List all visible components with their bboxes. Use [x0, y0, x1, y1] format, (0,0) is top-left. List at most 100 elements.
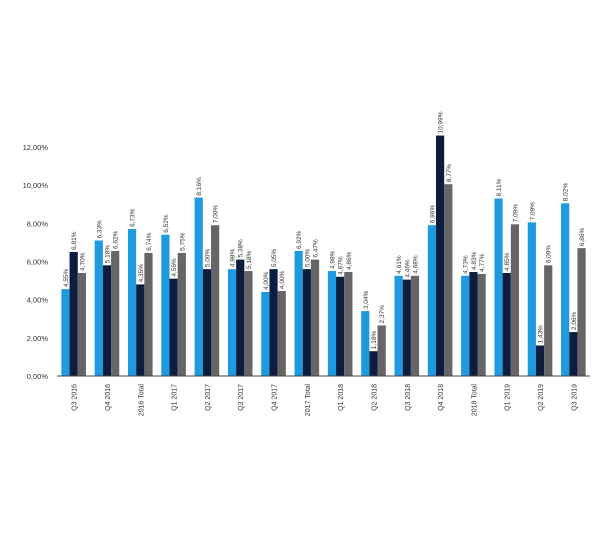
- bar: [444, 184, 453, 376]
- data-label: 8,77%: [446, 164, 453, 183]
- data-label: 6,62%: [113, 230, 120, 249]
- y-tick-label: 2,00%: [27, 334, 49, 343]
- bar: [336, 276, 345, 376]
- data-label: 6,81%: [71, 231, 78, 250]
- data-label: 4,86%: [346, 251, 353, 270]
- bar: [461, 275, 470, 376]
- data-label: 4,77%: [479, 253, 486, 272]
- bar: [302, 269, 311, 376]
- bar: [136, 284, 145, 376]
- data-label: 8,16%: [196, 177, 203, 196]
- bar: [394, 275, 403, 376]
- data-label: 4,35%: [138, 264, 145, 283]
- bar: [144, 252, 153, 376]
- data-label: 8,11%: [496, 178, 503, 196]
- bar: [77, 272, 86, 376]
- data-label: 5,05%: [271, 248, 278, 267]
- data-label: 2,37%: [379, 305, 386, 324]
- bar: [569, 332, 578, 376]
- data-label: 5,38%: [238, 239, 245, 258]
- data-label: 4,85%: [504, 252, 511, 271]
- bar: [427, 225, 436, 376]
- data-label: 4,73%: [463, 255, 470, 274]
- x-tick-label: Q2 2017: [205, 384, 212, 411]
- data-label: 4,00%: [279, 270, 286, 289]
- bar: [327, 271, 337, 376]
- data-label: 6,09%: [546, 245, 553, 264]
- data-label: 4,68%: [412, 255, 419, 274]
- bar: [261, 292, 270, 376]
- data-label: 6,96%: [429, 205, 436, 224]
- data-label: 6,47%: [313, 239, 320, 258]
- y-axis: 0,00% 2,00% 4,00% 6,00% 8,00% 10,00% 12,00%: [23, 143, 49, 381]
- data-label: 7,09%: [512, 204, 519, 223]
- bars-group: [61, 135, 586, 376]
- value-labels-group: 4,55%6,81%4,70%6,33%5,18%6,62%6,73%4,35%…: [63, 111, 586, 349]
- bar: [61, 289, 70, 376]
- bar: [169, 278, 178, 376]
- x-tick-label: Q4 2018: [438, 384, 445, 411]
- x-tick-label: 2016 Total: [138, 384, 145, 417]
- data-label: 6,73%: [130, 208, 137, 227]
- bar: [494, 198, 503, 376]
- x-axis: Q3 2016 Q4 2016 2016 Total Q1 2017 Q2 2017 Q3…: [57, 375, 590, 417]
- x-tick-label: Q2 2019: [538, 384, 545, 411]
- data-label: 2,06%: [571, 311, 578, 330]
- bar: [69, 251, 78, 376]
- bar: [502, 272, 511, 376]
- data-label: 6,92%: [296, 230, 303, 249]
- bar: [177, 252, 186, 376]
- bar: [94, 240, 103, 376]
- data-label: 7,09%: [529, 202, 536, 221]
- bar: [577, 248, 586, 376]
- data-label: 5,00%: [204, 248, 211, 267]
- bar: [527, 222, 536, 376]
- x-tick-label: Q3 2016: [72, 384, 79, 411]
- y-tick-label: 10,00%: [23, 181, 49, 190]
- bar: [111, 251, 120, 376]
- data-label: 1,18%: [371, 331, 378, 350]
- data-label: 1,43%: [538, 325, 545, 344]
- bar: [294, 251, 303, 376]
- data-label: 4,98%: [230, 248, 237, 267]
- data-label: 7,00%: [213, 205, 220, 224]
- data-label: 5,18%: [246, 250, 253, 269]
- data-label: 4,98%: [329, 250, 336, 269]
- y-tick-label: 8,00%: [27, 219, 49, 228]
- data-label: 6,33%: [96, 220, 103, 239]
- bar: [102, 265, 112, 376]
- data-label: 4,70%: [79, 252, 86, 271]
- x-tick-label: Q4 2017: [272, 384, 279, 411]
- data-label: 4,56%: [171, 258, 178, 277]
- bar: [402, 279, 411, 376]
- x-tick-label: Q3 2018: [405, 384, 412, 411]
- bar: [369, 351, 378, 376]
- y-tick-label: 0,00%: [27, 372, 49, 381]
- data-label: 4,83%: [471, 251, 478, 270]
- bar: [244, 271, 253, 376]
- bar: [535, 345, 545, 376]
- data-label: 4,46%: [404, 259, 411, 278]
- data-label: 6,74%: [146, 232, 153, 251]
- bar: [269, 269, 278, 376]
- bar: [310, 259, 320, 376]
- x-tick-label: Q1 2019: [505, 384, 512, 411]
- bar: [435, 135, 445, 376]
- data-label: 5,75%: [179, 232, 186, 251]
- y-tick-label: 6,00%: [27, 258, 49, 267]
- bar: [510, 224, 520, 376]
- x-tick-label: Q2 2018: [371, 384, 378, 411]
- bar: [236, 259, 245, 376]
- bar: [410, 275, 420, 376]
- bar: [561, 203, 570, 376]
- data-label: 4,55%: [63, 269, 70, 288]
- bar: [544, 265, 553, 376]
- x-tick-label: Q1 2018: [338, 384, 345, 411]
- bar: [202, 269, 212, 376]
- data-label: 4,61%: [396, 255, 403, 274]
- data-label: 5,18%: [104, 245, 111, 264]
- x-tick-label: 2017 Total: [305, 384, 312, 417]
- data-label: 10,99%: [438, 111, 445, 133]
